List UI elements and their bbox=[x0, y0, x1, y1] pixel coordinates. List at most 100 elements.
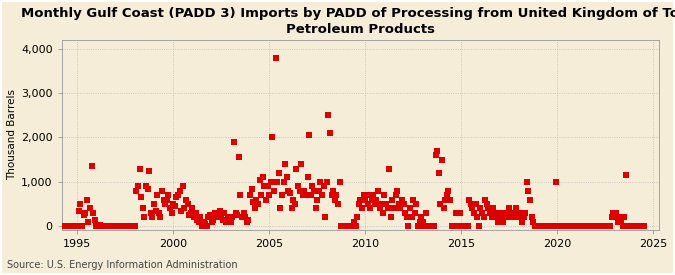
Point bbox=[117, 224, 128, 229]
Point bbox=[368, 193, 379, 197]
Point bbox=[200, 222, 211, 226]
Point bbox=[256, 193, 267, 197]
Point bbox=[374, 206, 385, 211]
Point bbox=[217, 217, 228, 222]
Point bbox=[91, 224, 102, 229]
Point bbox=[283, 189, 294, 193]
Point bbox=[147, 215, 158, 219]
Point bbox=[265, 180, 276, 184]
Point bbox=[318, 184, 329, 188]
Point bbox=[454, 211, 465, 215]
Point bbox=[196, 224, 207, 229]
Point bbox=[331, 193, 342, 197]
Point bbox=[558, 224, 569, 229]
Point bbox=[326, 193, 337, 197]
Point bbox=[485, 211, 495, 215]
Point bbox=[534, 224, 545, 229]
Point bbox=[128, 224, 138, 229]
Point bbox=[157, 189, 167, 193]
Point bbox=[570, 224, 580, 229]
Point bbox=[550, 180, 561, 184]
Point bbox=[460, 224, 471, 229]
Point bbox=[571, 224, 582, 229]
Point bbox=[587, 224, 598, 229]
Point bbox=[622, 224, 633, 229]
Point bbox=[402, 215, 412, 219]
Point bbox=[470, 202, 481, 206]
Point bbox=[262, 184, 273, 188]
Point bbox=[627, 224, 638, 229]
Point bbox=[358, 193, 369, 197]
Point bbox=[390, 193, 401, 197]
Point bbox=[130, 224, 140, 229]
Point bbox=[417, 220, 428, 224]
Point bbox=[182, 202, 193, 206]
Point bbox=[524, 197, 535, 202]
Point bbox=[595, 224, 605, 229]
Point bbox=[618, 224, 628, 229]
Point bbox=[160, 202, 171, 206]
Point bbox=[422, 224, 433, 229]
Point bbox=[285, 191, 296, 195]
Point bbox=[376, 202, 387, 206]
Point bbox=[491, 215, 502, 219]
Point bbox=[373, 189, 383, 193]
Point bbox=[483, 206, 494, 211]
Point bbox=[76, 224, 87, 229]
Point bbox=[105, 224, 116, 229]
Point bbox=[152, 193, 163, 197]
Point bbox=[459, 224, 470, 229]
Point bbox=[563, 224, 574, 229]
Point bbox=[398, 202, 409, 206]
Point bbox=[371, 197, 382, 202]
Point bbox=[585, 224, 596, 229]
Point bbox=[184, 213, 194, 217]
Point bbox=[101, 224, 111, 229]
Point bbox=[112, 224, 123, 229]
Point bbox=[211, 215, 222, 219]
Point bbox=[450, 224, 460, 229]
Point bbox=[92, 224, 103, 229]
Point bbox=[140, 184, 151, 188]
Point bbox=[424, 224, 435, 229]
Point bbox=[350, 224, 361, 229]
Point bbox=[568, 224, 578, 229]
Point bbox=[381, 202, 392, 206]
Point bbox=[557, 224, 568, 229]
Point bbox=[352, 215, 362, 219]
Point bbox=[216, 215, 227, 219]
Point bbox=[541, 224, 551, 229]
Point bbox=[593, 224, 604, 229]
Point bbox=[118, 224, 129, 229]
Point bbox=[501, 211, 512, 215]
Point bbox=[249, 206, 260, 211]
Point bbox=[481, 202, 492, 206]
Point bbox=[389, 206, 400, 211]
Point bbox=[379, 193, 389, 197]
Point bbox=[169, 204, 180, 208]
Point bbox=[334, 180, 345, 184]
Point bbox=[477, 211, 487, 215]
Point bbox=[608, 211, 618, 215]
Point bbox=[257, 175, 268, 180]
Point bbox=[516, 220, 527, 224]
Point bbox=[493, 220, 504, 224]
Point bbox=[392, 189, 402, 193]
Point bbox=[328, 189, 339, 193]
Point bbox=[300, 193, 311, 197]
Point bbox=[119, 224, 130, 229]
Point bbox=[499, 215, 510, 219]
Point bbox=[542, 224, 553, 229]
Point bbox=[290, 202, 300, 206]
Point bbox=[626, 224, 637, 229]
Point bbox=[89, 217, 100, 222]
Point bbox=[62, 224, 73, 229]
Point bbox=[440, 197, 451, 202]
Point bbox=[583, 224, 593, 229]
Point bbox=[296, 162, 306, 166]
Point bbox=[610, 215, 620, 219]
Point bbox=[441, 193, 452, 197]
Point bbox=[75, 202, 86, 206]
Point bbox=[122, 224, 132, 229]
Point bbox=[628, 224, 639, 229]
